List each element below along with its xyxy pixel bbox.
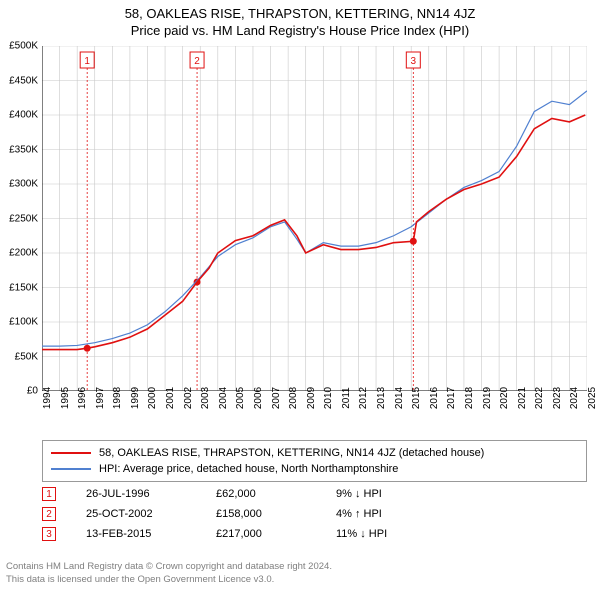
x-tick-label: 2025 xyxy=(587,387,598,409)
y-tick-label: £0 xyxy=(27,386,38,397)
x-tick-label: 2021 xyxy=(517,387,528,409)
sale-marker-icon: 3 xyxy=(42,527,56,541)
sale-diff: 9% ↓ HPI xyxy=(336,488,456,500)
sale-row: 2 25-OCT-2002£158,0004% ↑ HPI xyxy=(42,504,587,524)
legend-line-icon xyxy=(51,452,91,454)
legend-row: HPI: Average price, detached house, Nort… xyxy=(51,461,578,477)
y-tick-label: £250K xyxy=(9,213,38,224)
x-tick-label: 2022 xyxy=(534,387,545,409)
sale-marker-icon: 1 xyxy=(42,487,56,501)
x-tick-label: 2002 xyxy=(183,387,194,409)
x-tick-label: 2013 xyxy=(376,387,387,409)
x-tick-label: 2019 xyxy=(482,387,493,409)
footer-line-2: This data is licensed under the Open Gov… xyxy=(6,574,332,586)
sale-price: £158,000 xyxy=(216,508,336,520)
x-tick-label: 1998 xyxy=(112,387,123,409)
sale-events: 1 26-JUL-1996£62,0009% ↓ HPI 2 25-OCT-2002£… xyxy=(42,484,587,544)
y-tick-label: £450K xyxy=(9,75,38,86)
chart-plot-area: 1 2 3 xyxy=(42,46,587,391)
x-tick-label: 2016 xyxy=(429,387,440,409)
sale-date: 13-FEB-2015 xyxy=(86,528,216,540)
x-tick-label: 2001 xyxy=(165,387,176,409)
series-price_paid xyxy=(42,115,585,350)
x-tick-label: 1994 xyxy=(42,387,53,409)
y-tick-label: £350K xyxy=(9,144,38,155)
sale-diff: 11% ↓ HPI xyxy=(336,528,456,540)
x-tick-label: 2015 xyxy=(411,387,422,409)
legend-row: 58, OAKLEAS RISE, THRAPSTON, KETTERING, … xyxy=(51,445,578,461)
x-tick-label: 2005 xyxy=(235,387,246,409)
x-tick-label: 2020 xyxy=(499,387,510,409)
x-tick-label: 2003 xyxy=(200,387,211,409)
x-tick-label: 1996 xyxy=(77,387,88,409)
y-tick-label: £300K xyxy=(9,179,38,190)
svg-text:3: 3 xyxy=(411,56,417,67)
footer-attribution: Contains HM Land Registry data © Crown c… xyxy=(6,561,332,586)
footer-line-1: Contains HM Land Registry data © Crown c… xyxy=(6,561,332,573)
y-axis: £0£50K£100K£150K£200K£250K£300K£350K£400… xyxy=(0,46,40,391)
sale-row: 3 13-FEB-2015£217,00011% ↓ HPI xyxy=(42,524,587,544)
x-tick-label: 1997 xyxy=(95,387,106,409)
x-tick-label: 1995 xyxy=(60,387,71,409)
x-tick-label: 2008 xyxy=(288,387,299,409)
x-tick-label: 2007 xyxy=(271,387,282,409)
sale-marker-icon: 2 xyxy=(42,507,56,521)
sale-price: £62,000 xyxy=(216,488,336,500)
svg-text:2: 2 xyxy=(194,56,200,67)
svg-text:1: 1 xyxy=(84,56,90,67)
sale-row: 1 26-JUL-1996£62,0009% ↓ HPI xyxy=(42,484,587,504)
legend: 58, OAKLEAS RISE, THRAPSTON, KETTERING, … xyxy=(42,440,587,482)
x-tick-label: 2018 xyxy=(464,387,475,409)
x-tick-label: 1999 xyxy=(130,387,141,409)
sale-diff: 4% ↑ HPI xyxy=(336,508,456,520)
x-tick-label: 2009 xyxy=(306,387,317,409)
legend-label: 58, OAKLEAS RISE, THRAPSTON, KETTERING, … xyxy=(99,447,484,459)
x-tick-label: 2024 xyxy=(569,387,580,409)
y-tick-label: £200K xyxy=(9,248,38,259)
y-tick-label: £100K xyxy=(9,317,38,328)
x-tick-label: 2004 xyxy=(218,387,229,409)
x-tick-label: 2012 xyxy=(358,387,369,409)
x-tick-label: 2011 xyxy=(341,387,352,409)
x-tick-label: 2017 xyxy=(446,387,457,409)
sale-price: £217,000 xyxy=(216,528,336,540)
y-tick-label: £500K xyxy=(9,41,38,52)
legend-line-icon xyxy=(51,468,91,469)
x-tick-label: 2010 xyxy=(323,387,334,409)
y-tick-label: £150K xyxy=(9,282,38,293)
x-tick-label: 2014 xyxy=(394,387,405,409)
chart-title: 58, OAKLEAS RISE, THRAPSTON, KETTERING, … xyxy=(0,6,600,21)
legend-label: HPI: Average price, detached house, Nort… xyxy=(99,463,398,475)
sale-date: 25-OCT-2002 xyxy=(86,508,216,520)
sale-date: 26-JUL-1996 xyxy=(86,488,216,500)
y-tick-label: £400K xyxy=(9,110,38,121)
x-tick-label: 2023 xyxy=(552,387,563,409)
y-tick-label: £50K xyxy=(15,351,38,362)
x-tick-label: 2006 xyxy=(253,387,264,409)
x-tick-label: 2000 xyxy=(147,387,158,409)
chart-subtitle: Price paid vs. HM Land Registry's House … xyxy=(0,23,600,38)
x-axis: 1994199519961997199819992000200120022003… xyxy=(42,394,587,434)
